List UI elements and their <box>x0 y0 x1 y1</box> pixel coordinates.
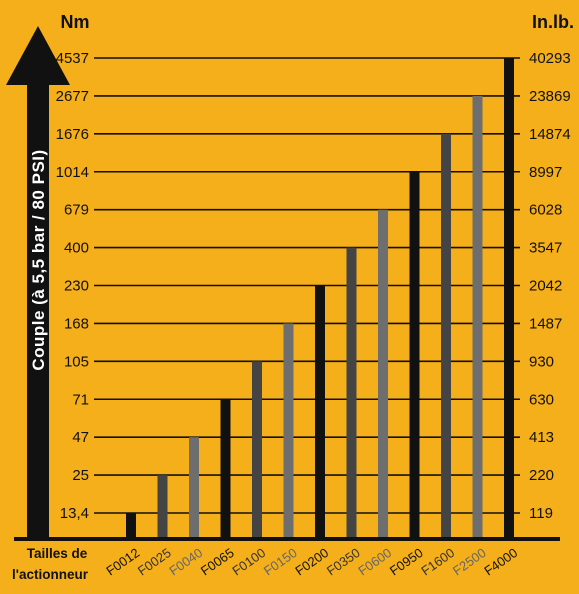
right-unit-label: In.lb. <box>532 12 574 32</box>
bar-f0150 <box>283 323 294 539</box>
left-tick-label: 4537 <box>56 50 89 67</box>
bars <box>126 58 514 540</box>
left-tick-label: 71 <box>72 391 89 408</box>
right-tick-label: 14874 <box>529 126 571 143</box>
y-axis-title: Couple (à 5,5 bar / 80 PSI) <box>29 149 48 370</box>
left-tick-labels: 13,4 25 47 71 105 168 230 400 679 1014 1676 2677 453… <box>56 50 89 522</box>
bar-f0012 <box>126 513 136 539</box>
x-axis-title-line1: Tailles de <box>27 546 88 561</box>
bar-f0350 <box>346 247 357 540</box>
bar-f1600 <box>441 133 451 540</box>
right-tick-label: 40293 <box>529 50 571 67</box>
bar-f4000 <box>504 58 514 539</box>
left-unit-label: Nm <box>60 12 89 32</box>
left-tick-label: 105 <box>64 353 89 370</box>
right-tick-label: 930 <box>529 353 554 370</box>
right-tick-label: 6028 <box>529 202 562 219</box>
bar-f0600 <box>378 209 388 539</box>
right-tick-label: 1487 <box>529 315 562 332</box>
right-tick-label: 2042 <box>529 278 562 295</box>
left-tick-label: 2677 <box>56 88 89 105</box>
right-tick-label: 630 <box>529 391 554 408</box>
bar-f0950 <box>409 171 420 539</box>
left-tick-label: 1014 <box>56 164 89 181</box>
right-tick-label: 3547 <box>529 240 562 257</box>
left-tick-label: 400 <box>64 240 89 257</box>
bar-f0040 <box>189 437 199 539</box>
left-tick-label: 230 <box>64 278 89 295</box>
left-tick-label: 679 <box>64 202 89 219</box>
right-tick-label: 119 <box>529 505 553 522</box>
right-tick-labels: 119 220 413 630 930 1487 2042 3547 6028 8997 14874… <box>529 50 571 522</box>
right-tick-label: 220 <box>529 467 554 484</box>
right-tick-label: 23869 <box>529 88 571 105</box>
left-tick-label: 47 <box>72 429 89 446</box>
x-axis-title-line2: l'actionneur <box>12 567 89 582</box>
left-tick-label: 168 <box>64 315 89 332</box>
bar-f0025 <box>157 475 168 539</box>
bar-f0065 <box>220 399 231 539</box>
left-tick-label: 1676 <box>56 126 89 143</box>
bar-f0100 <box>252 361 262 539</box>
left-tick-label: 13,4 <box>60 505 89 522</box>
y-axis-arrow <box>6 26 70 541</box>
right-tick-label: 8997 <box>529 164 562 181</box>
left-tick-label: 25 <box>72 467 89 484</box>
bar-f2500 <box>472 95 483 540</box>
bar-f0200 <box>315 285 325 539</box>
right-tick-label: 413 <box>529 429 554 446</box>
